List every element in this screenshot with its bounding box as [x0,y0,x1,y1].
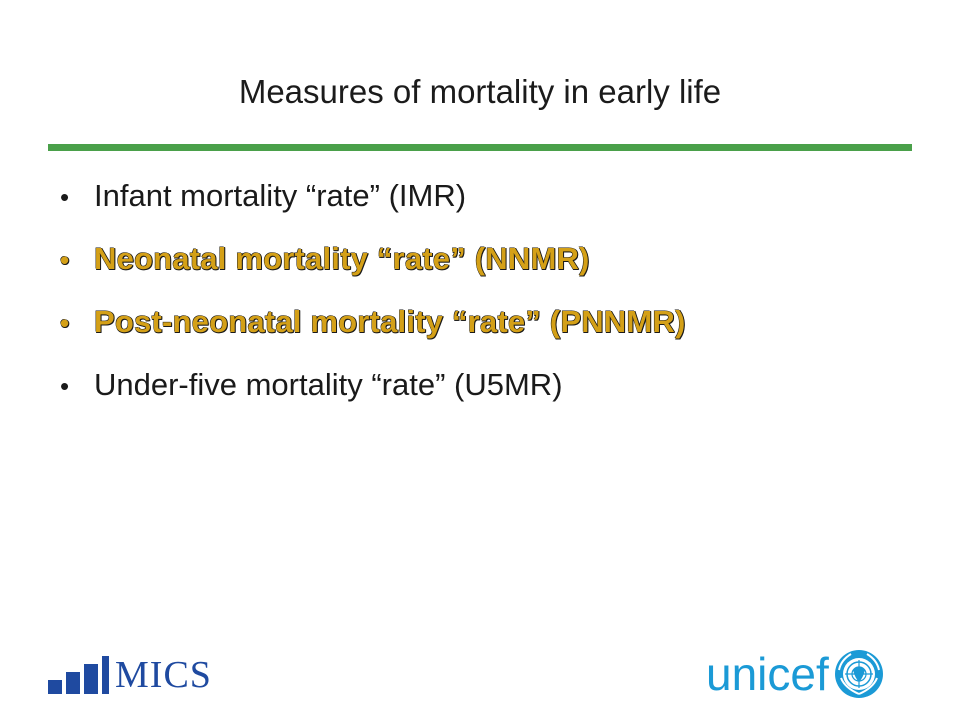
bullet-text: Neonatal mortality “rate” (NNMR) [94,241,590,276]
mics-bar-small [48,680,62,694]
bullet-marker: • [60,371,70,401]
bullet-item: • Infant mortality “rate” (IMR) [60,176,686,216]
bullet-item: • Under-five mortality “rate” (U5MR) [60,365,686,405]
bullet-text: Post-neonatal mortality “rate” (PNNMR) [94,304,686,339]
bullet-text: Under-five mortality “rate” (U5MR) [94,367,563,402]
title-divider [48,144,912,151]
bullet-list: • Infant mortality “rate” (IMR) • Neonat… [60,176,686,428]
bullet-item-emphasized: • Neonatal mortality “rate” (NNMR) [60,239,686,279]
bullet-text: Infant mortality “rate” (IMR) [94,178,467,213]
mics-bar-medium [66,672,80,694]
mics-wordmark: MICS [115,654,212,696]
un-emblem-icon [834,650,883,698]
mics-bar-tall [102,656,109,694]
mics-logo: MICS [48,654,212,694]
slide-title: Measures of mortality in early life [238,73,722,110]
unicef-wordmark: unicef [706,648,829,700]
bullet-marker: • [60,308,70,338]
mics-bar-large [84,664,98,694]
bullet-marker: • [60,182,70,212]
bullet-item-emphasized: • Post-neonatal mortality “rate” (PNNMR) [60,302,686,342]
unicef-logo: unicef [706,646,885,702]
bullet-marker: • [60,245,70,275]
bar-chart-icon [48,656,109,694]
